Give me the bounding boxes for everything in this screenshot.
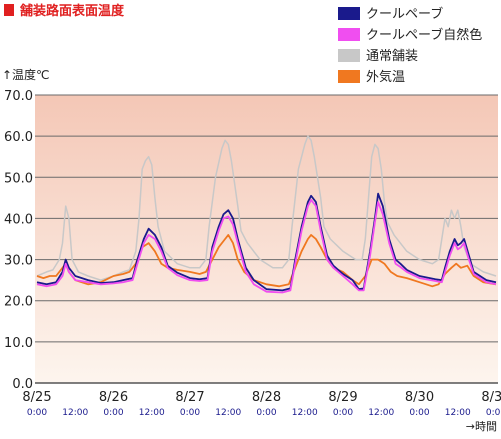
x-date-label: 8/27 bbox=[175, 390, 204, 405]
series-line-4 bbox=[36, 234, 497, 288]
x-time-label: 0:00 bbox=[409, 408, 429, 418]
series-lines bbox=[36, 135, 497, 294]
x-date-label: 8/28 bbox=[252, 390, 281, 405]
x-date-label: 8/25 bbox=[22, 390, 51, 405]
y-tick-label: 20.0 bbox=[4, 295, 33, 310]
legend-swatch bbox=[338, 49, 360, 62]
x-time-label: 12:00 bbox=[215, 408, 241, 418]
x-date-label: 8/30 bbox=[405, 390, 434, 405]
y-tick-label: 40.0 bbox=[4, 212, 33, 227]
x-time-label: 12:00 bbox=[139, 408, 165, 418]
x-time-label: 0:00 bbox=[333, 408, 353, 418]
legend-swatch bbox=[338, 7, 360, 20]
y-tick-label: 10.0 bbox=[4, 336, 33, 351]
x-time-label: 12:00 bbox=[62, 408, 88, 418]
x-time-label: 0:00 bbox=[486, 408, 501, 418]
y-tick-label: 0.0 bbox=[12, 377, 33, 392]
x-time-label: 0:00 bbox=[103, 408, 123, 418]
x-time-label: 12:00 bbox=[292, 408, 318, 418]
series-line-2 bbox=[36, 199, 497, 294]
chart-title: 舗装路面表面温度 bbox=[19, 3, 125, 19]
x-time-label: 12:00 bbox=[368, 408, 394, 418]
series-line-3 bbox=[36, 135, 497, 281]
y-axis-label: ↑温度℃ bbox=[2, 67, 50, 82]
y-tick-label: 70.0 bbox=[4, 89, 33, 104]
y-tick-labels: 0.0 10.0 20.0 30.0 40.0 50.0 60.0 70.0 bbox=[4, 89, 33, 392]
title-marker-icon bbox=[4, 4, 14, 16]
x-time-label: 0:00 bbox=[256, 408, 276, 418]
legend-swatch bbox=[338, 28, 360, 41]
y-tick-label: 60.0 bbox=[4, 130, 33, 145]
x-date-label: 8/29 bbox=[328, 390, 357, 405]
y-tick-label: 50.0 bbox=[4, 171, 33, 186]
x-time-labels: 0:00 12:00 0:00 12:00 0:00 12:00 0:00 12:00 0:00… bbox=[27, 408, 501, 418]
legend-label: 外気温 bbox=[366, 69, 405, 85]
legend-label: 通常舗装 bbox=[366, 49, 418, 64]
x-axis-label: →時間 bbox=[466, 420, 497, 433]
legend-label: クールペーブ bbox=[366, 6, 443, 22]
grid-lines bbox=[35, 94, 498, 384]
x-date-label: 8/26 bbox=[99, 390, 128, 405]
x-date-labels: 8/25 8/26 8/27 8/28 8/29 8/30 8/31 bbox=[22, 390, 501, 405]
x-time-label: 0:00 bbox=[27, 408, 47, 418]
y-tick-label: 30.0 bbox=[4, 254, 33, 269]
legend-label: クールペーブ自然色 bbox=[366, 27, 482, 43]
x-date-label: 8/31 bbox=[481, 390, 501, 405]
legend-swatch bbox=[338, 70, 360, 83]
x-time-label: 12:00 bbox=[445, 408, 471, 418]
x-time-label: 0:00 bbox=[180, 408, 200, 418]
plot-area bbox=[35, 95, 498, 383]
